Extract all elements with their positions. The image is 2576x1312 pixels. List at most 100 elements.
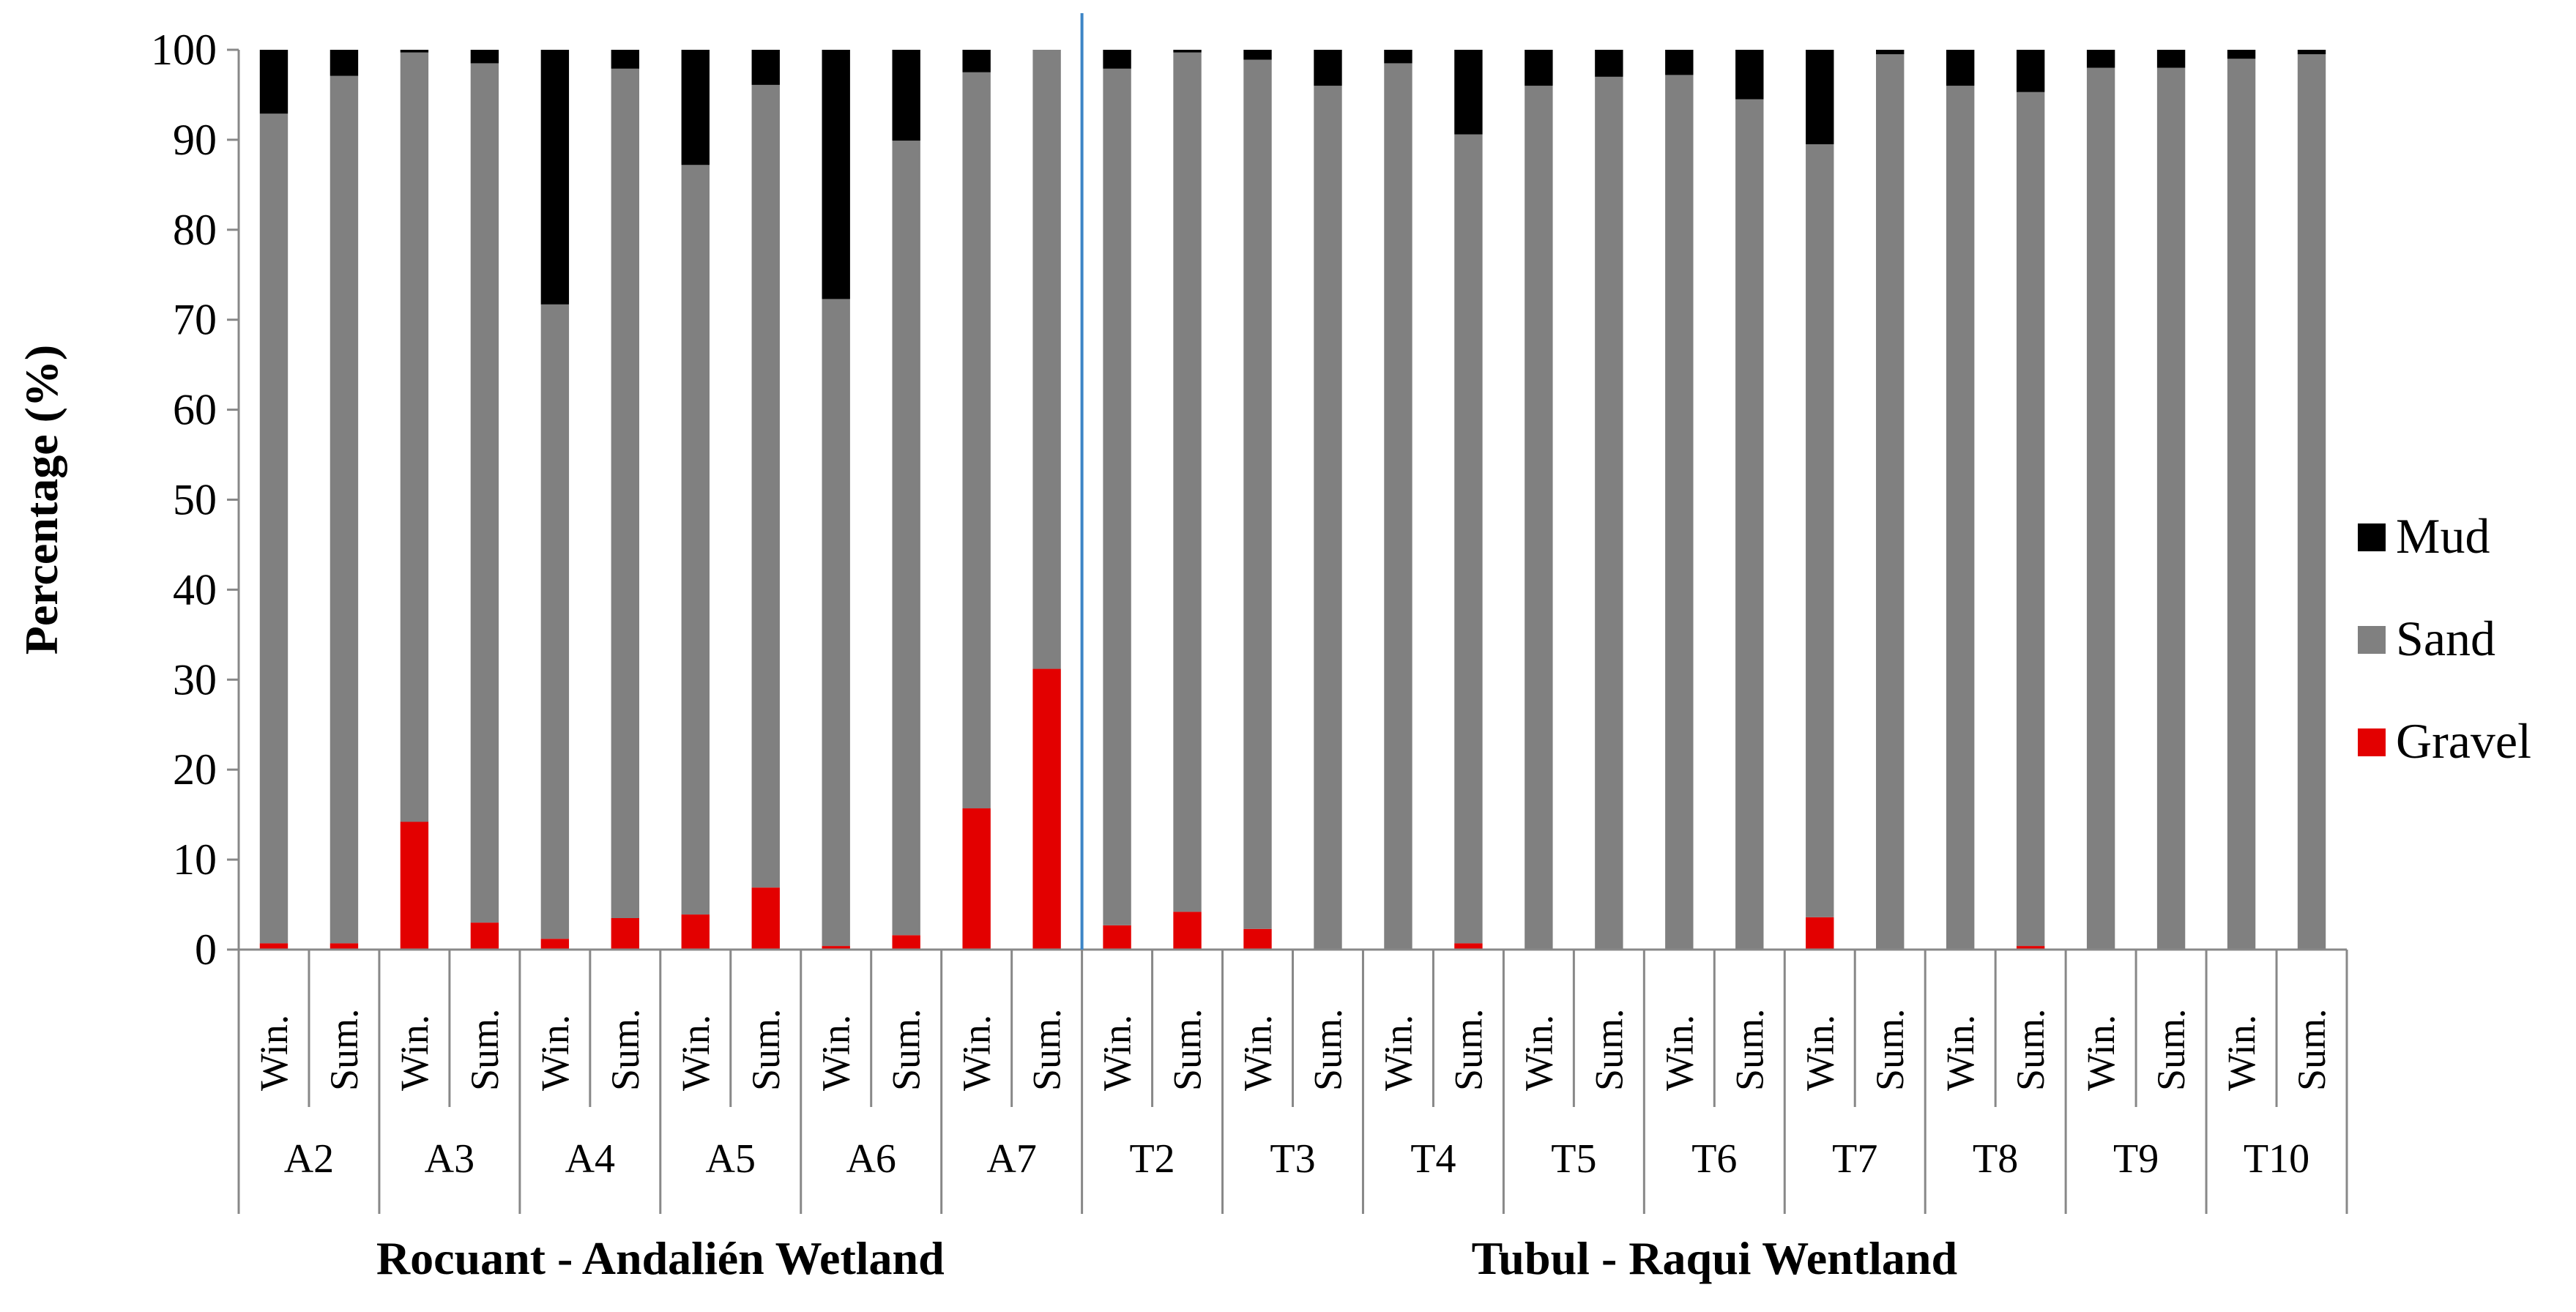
- bar-segment-gravel: [470, 922, 499, 950]
- bar-segment-gravel: [2016, 946, 2045, 950]
- bar-segment-gravel: [1173, 912, 1202, 950]
- group-label: A3: [425, 1136, 474, 1182]
- category-label: Sum.: [1166, 1008, 1210, 1091]
- y-tick-label: 70: [173, 296, 217, 344]
- bar-segment-sand: [1665, 75, 1694, 950]
- bar-segment-sand: [1735, 99, 1764, 950]
- bar-segment-sand: [400, 52, 429, 822]
- bar-segment-gravel: [892, 935, 920, 950]
- bar-segment-mud: [1735, 50, 1764, 100]
- category-label: Sum.: [885, 1008, 928, 1091]
- group-label: A2: [284, 1136, 334, 1182]
- bar-segment-sand: [1454, 134, 1483, 944]
- y-axis-title: Percentage (%): [15, 345, 67, 655]
- group-label: T10: [2244, 1136, 2309, 1182]
- bar-segment-sand: [1595, 76, 1623, 950]
- category-label: Sum.: [2149, 1008, 2193, 1091]
- group-label: T2: [1129, 1136, 1175, 1182]
- legend-swatch-mud: [2358, 523, 2386, 551]
- group-label: T7: [1832, 1136, 1877, 1182]
- bar-segment-mud: [1454, 50, 1483, 135]
- bar-segment-sand: [330, 75, 359, 944]
- bar-segment-sand: [2156, 67, 2186, 950]
- bar-segment-sand: [751, 84, 780, 888]
- bar-segment-sand: [822, 299, 850, 947]
- category-label: Sum.: [322, 1008, 366, 1091]
- bar-segment-mud: [330, 50, 359, 76]
- bar-segment-mud: [681, 50, 710, 165]
- category-label: Sum.: [2290, 1008, 2334, 1091]
- category-label: Win.: [2079, 1015, 2123, 1091]
- bar-segment-gravel: [962, 808, 991, 950]
- region-label: Rocuant - Andalién Wetland: [376, 1232, 945, 1284]
- bar-segment-gravel: [540, 939, 570, 950]
- category-label: Sum.: [744, 1008, 788, 1091]
- bar-segment-sand: [892, 141, 920, 936]
- group-label: A5: [706, 1136, 756, 1182]
- bar-segment-mud: [1243, 50, 1272, 60]
- bar-segment-gravel: [1806, 917, 1834, 950]
- bar-segment-mud: [2156, 50, 2186, 68]
- bar-segment-gravel: [1032, 668, 1061, 950]
- bar-segment-mud: [1595, 50, 1623, 77]
- bar-segment-mud: [1103, 50, 1131, 69]
- category-label: Win.: [392, 1015, 436, 1091]
- group-label: A7: [986, 1136, 1036, 1182]
- group-label: T9: [2113, 1136, 2159, 1182]
- group-label: T3: [1270, 1136, 1315, 1182]
- y-tick-label: 90: [173, 116, 217, 164]
- bar-segment-sand: [2086, 67, 2115, 950]
- legend-swatch-gravel: [2358, 728, 2386, 756]
- category-label: Sum.: [463, 1008, 507, 1091]
- bar-segment-sand: [1806, 144, 1834, 917]
- category-label: Sum.: [1306, 1008, 1350, 1091]
- category-label: Sum.: [2009, 1008, 2052, 1091]
- bar-segment-sand: [470, 63, 499, 923]
- bar-segment-gravel: [751, 887, 780, 950]
- y-tick-label: 40: [173, 565, 217, 614]
- bar-segment-gravel: [400, 821, 429, 950]
- bar-segment-mud: [1806, 50, 1834, 145]
- category-label: Sum.: [1587, 1008, 1631, 1091]
- bar-segment-sand: [1384, 63, 1412, 950]
- bar-segment-sand: [1314, 86, 1342, 950]
- legend-swatch-sand: [2358, 626, 2386, 654]
- bar-segment-gravel: [822, 946, 850, 950]
- y-tick-label: 80: [173, 206, 217, 254]
- bar-segment-mud: [1314, 50, 1342, 86]
- legend: Mud Sand Gravel: [2358, 508, 2531, 769]
- bar-segment-sand: [611, 68, 640, 918]
- bar-segment-gravel: [1243, 928, 1272, 950]
- y-tick-label: 100: [151, 26, 217, 74]
- bar-segment-mud: [2227, 50, 2256, 59]
- y-tick-label: 30: [173, 655, 217, 704]
- category-label: Sum.: [1446, 1008, 1490, 1091]
- bar-segment-mud: [962, 50, 991, 72]
- bar-segment-sand: [2297, 54, 2326, 950]
- bar-segment-sand: [681, 165, 710, 915]
- legend-label-gravel: Gravel: [2396, 713, 2531, 769]
- bar-segment-mud: [1665, 50, 1694, 75]
- labels-layer: 0 10 20 30 40 50 60 70 80 90 100 Percentage (%) Win.…: [15, 26, 2334, 1284]
- category-label: Sum.: [1727, 1008, 1771, 1091]
- bar-segment-gravel: [1454, 943, 1483, 950]
- y-tick-label: 50: [173, 476, 217, 524]
- category-label: Win.: [533, 1015, 577, 1091]
- bar-segment-gravel: [611, 917, 640, 950]
- bar-segment-gravel: [681, 914, 710, 950]
- category-label: Win.: [1516, 1015, 1560, 1091]
- bar-segment-sand: [1032, 50, 1061, 669]
- group-label: T6: [1691, 1136, 1737, 1182]
- legend-label-sand: Sand: [2396, 611, 2495, 666]
- bar-segment-sand: [259, 113, 289, 944]
- region-label: Tubul - Raqui Wentland: [1472, 1232, 1957, 1284]
- axes-layer: [227, 13, 2348, 1214]
- bar-segment-sand: [962, 72, 991, 809]
- bar-segment-sand: [1103, 68, 1131, 925]
- bar-segment-gravel: [1103, 925, 1131, 950]
- bar-segment-mud: [400, 50, 429, 53]
- bar-segment-mud: [1173, 50, 1202, 53]
- bar-segment-mud: [259, 50, 289, 114]
- group-label: A4: [565, 1136, 615, 1182]
